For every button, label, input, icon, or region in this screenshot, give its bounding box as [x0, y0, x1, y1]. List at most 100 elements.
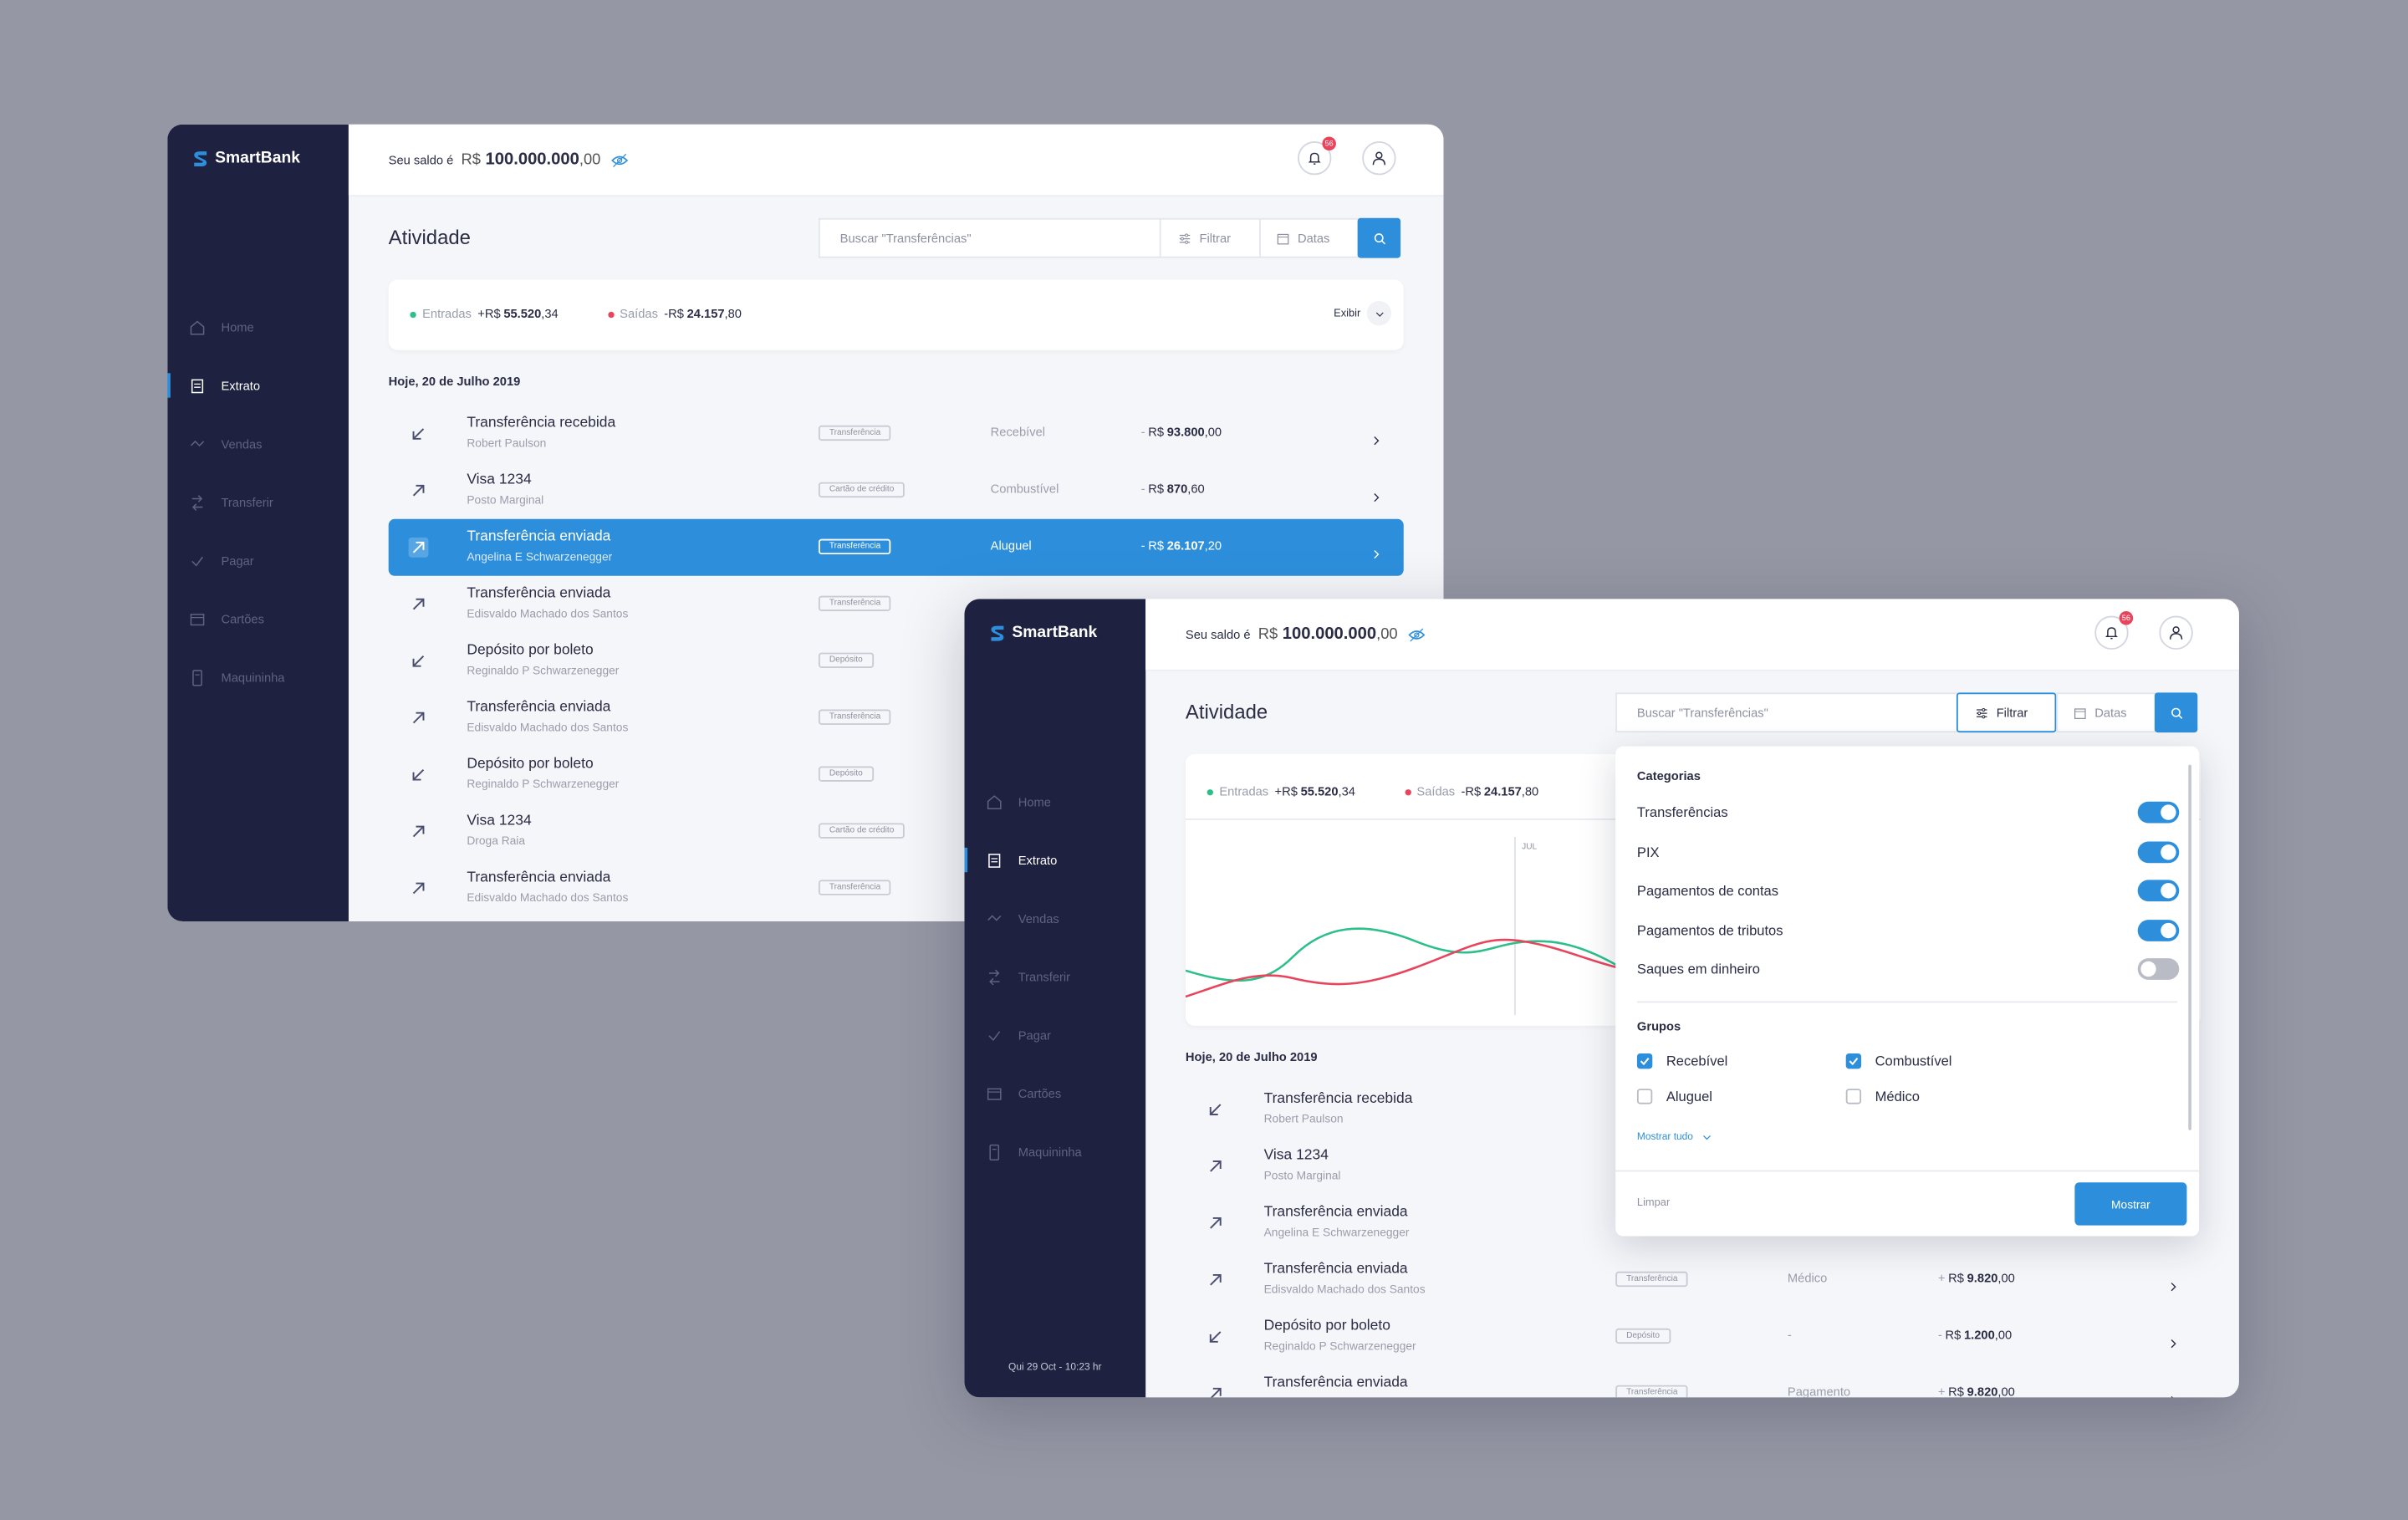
- nav-item[interactable]: Extrato: [167, 370, 349, 401]
- transaction-row[interactable]: Transferência enviada Edisvaldo Machado d…: [389, 860, 1404, 917]
- toggle-visibility[interactable]: [1408, 625, 1426, 642]
- transaction-title: Transferência recebida: [1263, 1090, 1413, 1108]
- transaction-amount: - R$ 93.800,00: [1141, 426, 1222, 440]
- search-input[interactable]: Buscar "Transferências": [818, 217, 1161, 258]
- show-all-link[interactable]: Mostrar tudo: [1637, 1132, 1712, 1143]
- balance-label: Seu saldo é: [388, 152, 454, 167]
- calendar-icon-part: [2074, 707, 2086, 719]
- check-icon-part: [1849, 1058, 1859, 1066]
- transaction-row[interactable]: Depósito por boleto Reginaldo P Schwarzen…: [389, 747, 1404, 803]
- nav-icon: [988, 1030, 1001, 1041]
- group-checkbox[interactable]: [1845, 1089, 1862, 1104]
- arrow-icon-part: [412, 598, 425, 610]
- chevron-icon: [2171, 1283, 2176, 1292]
- transaction-subtitle: Posto Marginal: [467, 492, 544, 508]
- transaction-row[interactable]: Visa 1234 Droga Raia Cartão de crédito: [389, 803, 1404, 860]
- transaction-row[interactable]: Transferência enviada Angelina E Schwarze…: [1186, 1195, 2201, 1252]
- eye-icon: [1408, 627, 1426, 641]
- category-toggle[interactable]: [2137, 840, 2180, 863]
- nav-item[interactable]: Cartões: [964, 1078, 1145, 1109]
- amount-cents: ,00: [1204, 425, 1222, 440]
- nav-item[interactable]: Vendas: [964, 903, 1145, 934]
- nav-icon-part: [988, 968, 1000, 985]
- nav-item[interactable]: Home: [964, 786, 1145, 817]
- arrow-icon: [412, 541, 425, 553]
- transaction-row[interactable]: Transferência enviada Edisvaldo Machado d…: [1186, 1252, 2201, 1308]
- category-toggle[interactable]: [2137, 801, 2180, 824]
- category-toggle[interactable]: [2137, 880, 2180, 902]
- transaction-row[interactable]: Depósito por boleto Reginaldo P Schwarzen…: [1186, 1308, 2201, 1365]
- nav-item[interactable]: Transferir: [167, 487, 349, 518]
- out-value: -R$ 24.157,80: [664, 307, 742, 321]
- in-sign: +R$: [1274, 784, 1298, 799]
- check-icon: [1849, 1058, 1859, 1066]
- notifications-button[interactable]: 56: [1298, 136, 1336, 176]
- in-cents: ,34: [1338, 784, 1355, 799]
- chevron-icon-part: [1702, 1135, 1711, 1140]
- submit-button[interactable]: Mostrar: [2074, 1182, 2187, 1226]
- transaction-tag: Transferência: [818, 709, 892, 725]
- summary: Entradas +R$ 55.520,34 Saídas -R$ 24.157,80: [410, 307, 742, 321]
- nav-item[interactable]: Transferir: [964, 961, 1145, 992]
- arrow-icon: [412, 484, 425, 497]
- arrow-icon: [412, 825, 425, 838]
- clear-button[interactable]: Limpar: [1636, 1197, 1671, 1209]
- search-icon-part: [1380, 239, 1385, 244]
- nav-icon: [191, 555, 203, 566]
- category-toggle[interactable]: [2137, 919, 2180, 941]
- nav-icon: [988, 968, 1000, 985]
- show-button[interactable]: Exibir: [1334, 300, 1392, 326]
- transaction-row[interactable]: Transferência enviada Transferência Pagame…: [1186, 1365, 2201, 1398]
- transaction-row[interactable]: Depósito por boleto Reginaldo P Schwarzen…: [389, 633, 1404, 690]
- transaction-row[interactable]: Visa 1234 Posto Marginal: [1186, 1138, 2201, 1195]
- arrow-icon-part: [412, 768, 425, 781]
- transaction-row[interactable]: Transferência enviada Edisvaldo Machado d…: [389, 576, 1404, 633]
- out-cents: ,80: [1521, 784, 1539, 799]
- category-toggle[interactable]: [2137, 958, 2180, 980]
- search-input[interactable]: Buscar "Transferências": [1615, 692, 1958, 733]
- transaction-tag: Transferência: [818, 425, 892, 441]
- search-button[interactable]: [1357, 217, 1401, 258]
- direction-icon: [409, 879, 429, 899]
- balance-value: 100.000.000: [485, 150, 579, 170]
- group-checkbox[interactable]: [1845, 1053, 1862, 1069]
- transaction-row[interactable]: Transferência recebida Robert Paulson: [1186, 1081, 2201, 1138]
- nav-item[interactable]: Pagar: [964, 1020, 1145, 1051]
- group-checkbox[interactable]: [1636, 1053, 1653, 1069]
- search-button[interactable]: [2154, 692, 2198, 733]
- transaction-title: Transferência enviada: [467, 584, 611, 602]
- transaction-subtitle: Edisvaldo Machado dos Santos: [1263, 1282, 1426, 1297]
- show-chevron: [1366, 300, 1392, 326]
- transaction-row[interactable]: Transferência recebida Robert Paulson Tran…: [389, 406, 1404, 462]
- profile-button[interactable]: [1362, 140, 1396, 176]
- nav-item[interactable]: Maquininha: [167, 662, 349, 693]
- filter-button[interactable]: Filtrar: [1159, 217, 1260, 258]
- filter-icon: [1977, 707, 1987, 718]
- toggle-visibility[interactable]: [611, 151, 629, 168]
- nav-item[interactable]: Maquininha: [964, 1136, 1145, 1167]
- transaction-row[interactable]: Visa 1234 Posto Marginal Cartão de crédito…: [389, 462, 1404, 519]
- balance-cents: ,00: [579, 151, 601, 170]
- filter-icon-part: [1977, 711, 1982, 715]
- notifications-button[interactable]: 56: [2094, 611, 2134, 650]
- nav-item[interactable]: Home: [167, 312, 349, 343]
- nav-item[interactable]: Vendas: [167, 428, 349, 459]
- nav-item[interactable]: Extrato: [964, 844, 1145, 875]
- row-chevron: [2167, 1330, 2180, 1358]
- dates-button[interactable]: Datas: [1259, 217, 1360, 258]
- transaction-subtitle: Reginaldo P Schwarzenegger: [1263, 1339, 1416, 1354]
- group-label: Recebível: [1666, 1053, 1728, 1069]
- transaction-row[interactable]: Transferência enviada Angelina E Schwarze…: [388, 518, 1404, 576]
- group-checkbox[interactable]: [1636, 1089, 1653, 1104]
- page-title: Atividade: [1185, 700, 1268, 724]
- dates-button[interactable]: Datas: [2056, 692, 2156, 733]
- transaction-row[interactable]: Transferência enviada Edisvaldo Machado d…: [389, 690, 1404, 747]
- nav-item[interactable]: Pagar: [167, 545, 349, 576]
- balance: Seu saldo é R$ 100.000.000,00: [1186, 599, 1426, 669]
- arrow-icon: [1210, 1217, 1222, 1229]
- nav-item[interactable]: Cartões: [167, 604, 349, 635]
- transaction-subtitle: Edisvaldo Machado dos Santos: [467, 890, 629, 905]
- profile-button[interactable]: [2159, 615, 2193, 650]
- filter-button[interactable]: Filtrar: [1956, 692, 2057, 733]
